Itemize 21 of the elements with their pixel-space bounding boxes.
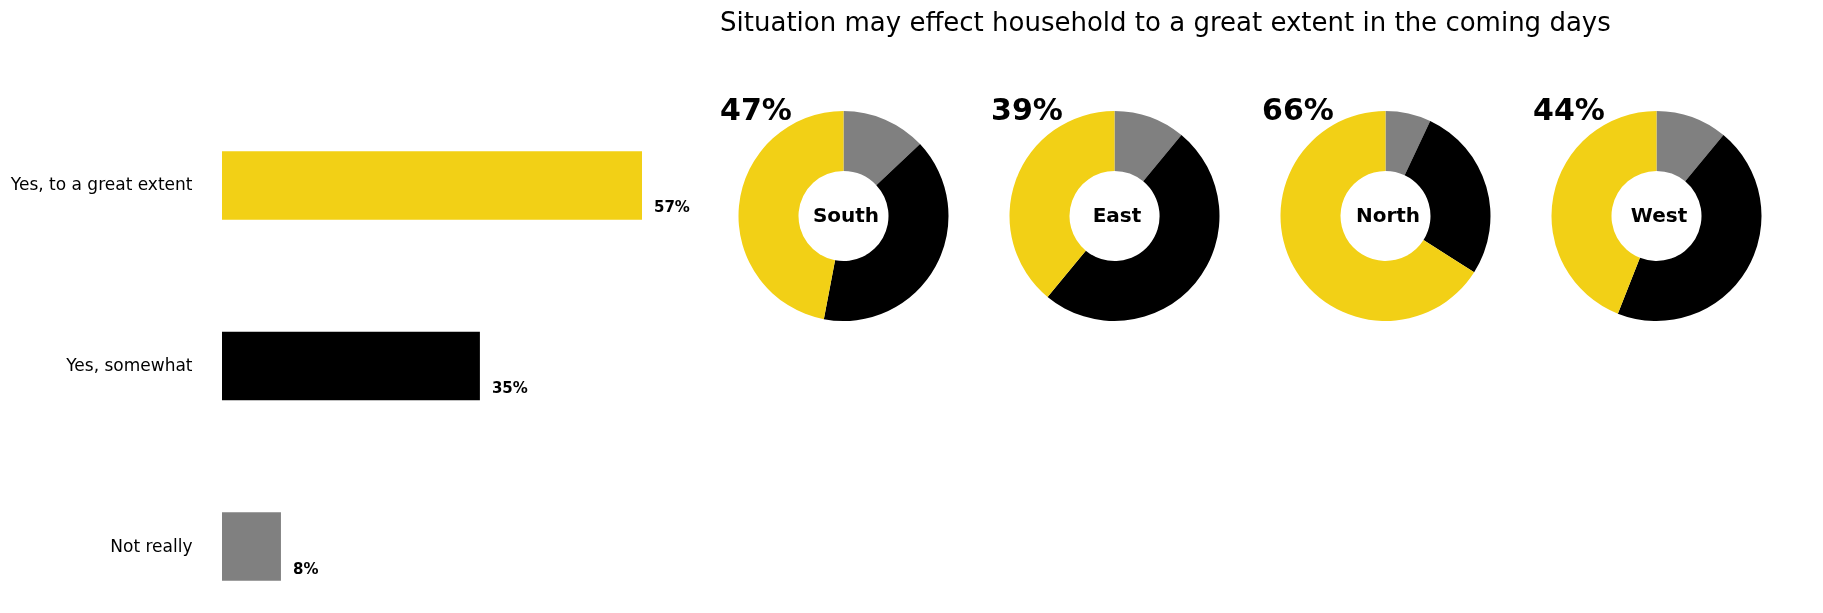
data-label: 8% [292,559,319,578]
y-tick-label: Not really [110,535,193,556]
donut-slice [1114,111,1182,182]
data-label: 35% [491,379,528,397]
y-tick-label: Yes, to a great extent [9,174,193,195]
y-tick-label: Yes, somewhat [65,355,193,375]
data-label: 44% [1533,92,1605,127]
text: West [1630,203,1688,227]
text: Situation may effect household to a great extent in the coming days [720,7,1611,37]
text: North [1355,203,1421,227]
donut-slice [1617,135,1762,321]
data-label: 47% [720,92,792,127]
donut-slice [1385,111,1431,176]
donut-slice [843,111,921,186]
donut-slice [1656,111,1724,182]
data-label: 57% [654,198,690,217]
data-label: 66% [1262,92,1334,127]
text: East [1092,203,1142,227]
text: South [812,203,880,227]
donut-slice [1047,135,1220,321]
data-label: 39% [991,92,1063,127]
